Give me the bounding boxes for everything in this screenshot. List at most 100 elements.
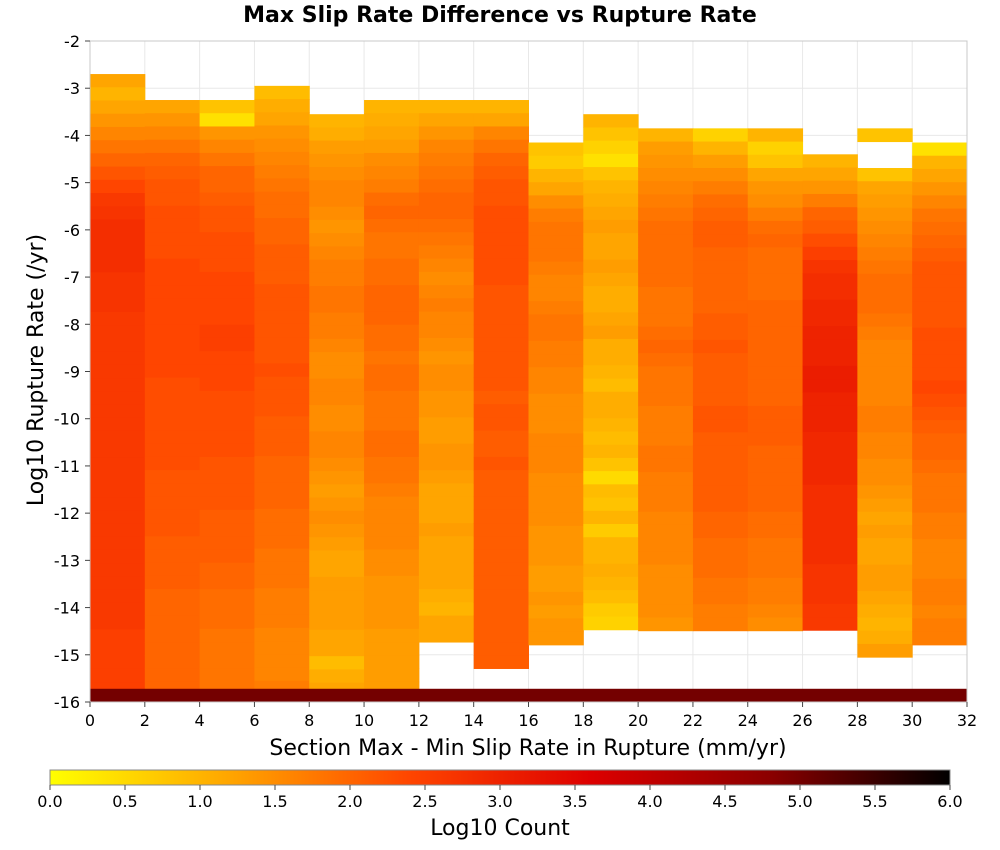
heatmap-cell (418, 285, 475, 299)
heatmap-cell (692, 485, 749, 500)
heatmap-cell (692, 260, 749, 275)
heatmap-cell (309, 497, 365, 512)
heatmap-cell (199, 496, 255, 511)
heatmap-cell (199, 218, 255, 233)
heatmap-cell (90, 312, 146, 326)
heatmap-cell (418, 562, 475, 577)
heatmap-cell (857, 458, 913, 473)
heatmap-cell (528, 406, 584, 421)
heatmap-cell (857, 419, 913, 433)
heatmap-cell (912, 446, 968, 461)
heatmap-cell (254, 125, 310, 140)
heatmap-cell (912, 235, 968, 249)
heatmap-cell (90, 272, 146, 287)
y-tick-label: -2 (64, 32, 80, 51)
heatmap-cell (528, 591, 584, 606)
heatmap-cell (254, 561, 310, 576)
heatmap-cell (583, 180, 639, 195)
y-tick-label: -11 (54, 457, 80, 476)
heatmap-cell (747, 551, 804, 566)
heatmap-cell (638, 260, 694, 275)
heatmap-cell (912, 182, 968, 196)
heatmap-cell (857, 168, 913, 182)
heatmap-cell (692, 168, 749, 182)
heatmap-cell (912, 221, 968, 236)
heatmap-cell (857, 181, 913, 195)
heatmap-cell (802, 524, 858, 539)
heatmap-cell (364, 285, 420, 299)
heatmap-cell (692, 273, 749, 288)
heatmap-cell (418, 324, 475, 339)
heatmap-cell (528, 565, 584, 580)
heatmap-cell (692, 577, 749, 592)
heatmap-cell (418, 417, 475, 432)
heatmap-cell (90, 668, 146, 683)
heatmap-cell (144, 589, 201, 603)
heatmap-cell (254, 654, 310, 669)
heatmap-cell (912, 420, 968, 434)
heatmap-cell (364, 430, 420, 445)
heatmap-cell (583, 219, 639, 234)
heatmap-cell (309, 272, 365, 287)
colorbar-tick-label: 5.0 (787, 792, 812, 811)
colorbar-tick-label: 4.0 (637, 792, 662, 811)
heatmap-cell (912, 605, 968, 619)
heatmap-cell (528, 168, 584, 183)
heatmap-cell (364, 589, 420, 603)
heatmap-cell (692, 604, 749, 618)
heatmap-cell (857, 524, 913, 539)
heatmap-cell (912, 393, 968, 408)
heatmap-cell (418, 364, 475, 379)
heatmap-cell (473, 218, 529, 233)
heatmap-cell (254, 297, 310, 312)
heatmap-cell (857, 617, 913, 632)
heatmap-cell (309, 206, 365, 221)
heatmap-cell (692, 617, 749, 632)
heatmap-cell (90, 351, 146, 366)
heatmap-cell (144, 232, 201, 246)
heatmap-cell (254, 218, 310, 232)
heatmap-cell (90, 682, 146, 690)
heatmap-cell (309, 590, 365, 604)
heatmap-cell (747, 392, 804, 407)
heatmap-cell (583, 378, 639, 393)
heatmap-cell (254, 482, 310, 497)
heatmap-cell (473, 509, 529, 524)
heatmap-cell (254, 350, 310, 364)
heatmap-cell (747, 128, 804, 143)
heatmap-cell (254, 495, 310, 510)
heatmap-cell (912, 380, 968, 395)
heatmap-cell (418, 271, 475, 286)
heatmap-cell (199, 523, 255, 537)
heatmap-cell (364, 417, 420, 432)
colorbar-tick-label: 1.0 (187, 792, 212, 811)
heatmap-cell (528, 301, 584, 315)
heatmap-cell (528, 433, 584, 448)
x-tick-label: 20 (628, 711, 648, 730)
heatmap-cell (144, 523, 201, 537)
heatmap-cell (90, 193, 146, 207)
heatmap-cell (583, 206, 639, 221)
heatmap-cell (692, 498, 749, 513)
heatmap-cell (912, 354, 968, 368)
heatmap-cell (418, 496, 475, 511)
heatmap-cell (638, 300, 694, 314)
x-tick-label: 12 (409, 711, 429, 730)
heatmap-cell (90, 444, 146, 458)
heatmap-cell (90, 417, 146, 432)
heatmap-cell (364, 179, 420, 194)
heatmap-cell (309, 391, 365, 406)
heatmap-cell (199, 470, 255, 484)
heatmap-cell (418, 100, 475, 114)
heatmap-cell (912, 631, 968, 646)
heatmap-cell (199, 232, 255, 246)
heatmap-cell (692, 181, 749, 195)
heatmap-cell (364, 470, 420, 484)
heatmap-cell (254, 323, 310, 338)
heatmap-cell (199, 245, 255, 260)
heatmap-cell (528, 446, 584, 461)
heatmap-cell (418, 589, 475, 603)
heatmap-cell (638, 405, 694, 420)
heatmap-cell (473, 390, 529, 405)
heatmap-cell (144, 404, 201, 418)
